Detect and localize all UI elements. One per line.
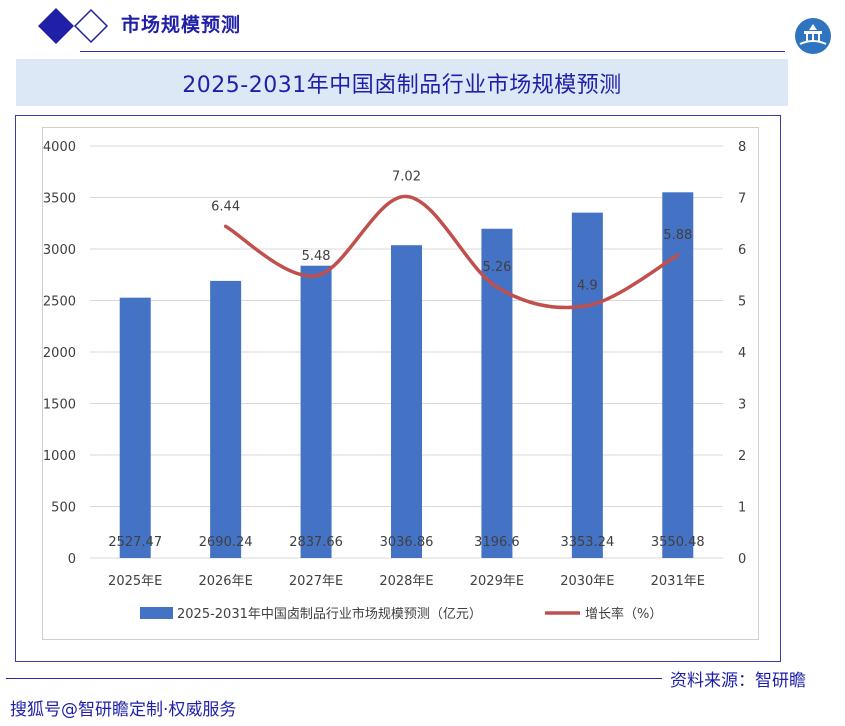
growth-rate-line bbox=[223, 194, 680, 310]
bar-data-label: 3353.24 bbox=[560, 535, 614, 550]
y-right-tick-label: 5 bbox=[738, 295, 746, 310]
line-data-label: 5.88 bbox=[663, 228, 692, 243]
y-left-tick-label: 1000 bbox=[43, 449, 76, 464]
footer-divider bbox=[6, 678, 662, 679]
x-tick-label: 2026年E bbox=[198, 574, 252, 589]
bar bbox=[119, 297, 151, 558]
bar bbox=[300, 265, 332, 558]
bar bbox=[662, 192, 694, 558]
bar-data-label: 2690.24 bbox=[199, 535, 253, 550]
line-data-label: 6.44 bbox=[211, 199, 240, 214]
line-data-label: 7.02 bbox=[392, 169, 421, 184]
line-data-label: 5.48 bbox=[302, 249, 331, 264]
y-right-tick-label: 3 bbox=[738, 398, 746, 413]
legend-line-label: 增长率（%） bbox=[585, 606, 662, 622]
line-data-label: 4.9 bbox=[577, 279, 598, 294]
bar bbox=[481, 228, 513, 559]
bar-data-label: 3196.6 bbox=[474, 535, 520, 550]
legend-bar-label: 2025-2031年中国卤制品行业市场规模预测（亿元） bbox=[177, 606, 482, 622]
bar-data-label: 3550.48 bbox=[651, 535, 705, 550]
x-tick-label: 2030年E bbox=[560, 574, 614, 589]
main-title: 2025-2031年中国卤制品行业市场规模预测 bbox=[182, 72, 622, 98]
y-right-tick-label: 2 bbox=[738, 449, 746, 464]
page-header: 市场规模预测 bbox=[0, 0, 845, 56]
x-tick-label: 2027年E bbox=[289, 574, 343, 589]
bridge-emblem-icon bbox=[795, 18, 831, 54]
y-right-tick-label: 0 bbox=[738, 552, 746, 567]
y-right-tick-label: 4 bbox=[738, 346, 746, 361]
y-left-tick-label: 4000 bbox=[43, 140, 76, 155]
y-right-tick-label: 8 bbox=[738, 140, 746, 155]
y-left-tick-label: 500 bbox=[51, 501, 76, 516]
bar bbox=[391, 245, 422, 558]
y-left-tick-label: 1500 bbox=[43, 398, 76, 413]
bar-data-label: 2527.47 bbox=[108, 535, 162, 550]
y-left-tick-label: 2000 bbox=[43, 346, 76, 361]
y-right-tick-label: 6 bbox=[738, 243, 746, 258]
footer-tagline: 搜狐号@智研瞻定制·权威服务 bbox=[10, 700, 237, 720]
header-divider bbox=[80, 51, 785, 52]
y-right-tick-label: 1 bbox=[738, 501, 746, 516]
bar-data-label: 3036.86 bbox=[380, 535, 434, 550]
x-tick-label: 2031年E bbox=[651, 574, 705, 589]
x-tick-label: 2028年E bbox=[379, 574, 433, 589]
y-left-tick-label: 3000 bbox=[43, 243, 76, 258]
x-tick-label: 2029年E bbox=[470, 574, 524, 589]
source-note: 资料来源：智研瞻 bbox=[670, 671, 806, 691]
y-left-tick-label: 3500 bbox=[43, 192, 76, 207]
bar bbox=[571, 212, 603, 559]
line-data-label: 5.26 bbox=[482, 260, 511, 275]
bar-data-label: 2837.66 bbox=[289, 535, 343, 550]
chart-frame bbox=[15, 115, 781, 662]
bar bbox=[210, 280, 242, 558]
legend-bar-swatch bbox=[140, 607, 173, 619]
x-tick-label: 2025年E bbox=[108, 574, 162, 589]
y-left-tick-label: 0 bbox=[68, 552, 76, 567]
main-title-band: 2025-2031年中国卤制品行业市场规模预测 bbox=[16, 59, 788, 106]
y-right-tick-label: 7 bbox=[738, 192, 746, 207]
y-left-tick-label: 2500 bbox=[43, 295, 76, 310]
section-title: 市场规模预测 bbox=[121, 14, 242, 36]
diamond-logo-icon bbox=[38, 8, 109, 44]
